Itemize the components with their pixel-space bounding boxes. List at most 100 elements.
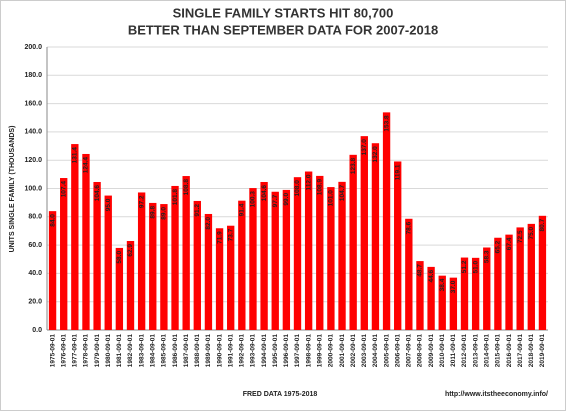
x-tick-label: 2007-09-01: [406, 334, 413, 368]
bar: [249, 188, 257, 330]
value-label: 99.0: [283, 193, 290, 206]
value-label: 104.6: [261, 185, 268, 202]
bar: [204, 213, 213, 330]
x-tick-label: 2006-09-01: [394, 334, 401, 368]
value-label: 89.8: [149, 206, 156, 219]
bar: [104, 195, 112, 330]
x-tick-label: 2019-09-01: [539, 334, 546, 368]
x-tick-label: 2018-09-01: [528, 334, 535, 368]
bar: [349, 154, 357, 330]
x-tick-label: 1996-09-01: [283, 334, 290, 368]
bar: [382, 112, 391, 330]
value-label: 78.6: [406, 221, 413, 234]
value-label: 137.0: [361, 139, 368, 156]
bar: [471, 257, 480, 330]
url-note: http://www.itstheeconomy.info/: [445, 391, 548, 398]
x-tick-label: 2003-09-01: [361, 334, 368, 368]
value-label: 80.7: [539, 218, 546, 231]
bar: [182, 176, 190, 330]
bar: [316, 175, 324, 330]
value-label: 48.7: [417, 264, 424, 277]
x-tick-label: 1994-09-01: [261, 334, 268, 368]
x-tick-label: 2000-09-01: [328, 334, 335, 368]
value-label: 95.0: [105, 198, 112, 211]
x-tick-label: 2012-09-01: [461, 334, 468, 368]
x-tick-label: 1993-09-01: [250, 334, 257, 368]
value-label: 89.0: [161, 207, 168, 220]
bar: [394, 161, 402, 330]
x-tick-label: 1991-09-01: [227, 334, 234, 368]
x-tick-label: 2016-09-01: [506, 334, 513, 368]
y-tick-label: 40.0: [28, 270, 42, 277]
x-tick-label: 1987-09-01: [183, 334, 190, 368]
bar: [516, 227, 524, 330]
x-tick-label: 1984-09-01: [149, 334, 156, 368]
value-label: 153.8: [383, 115, 390, 132]
value-label: 124.4: [83, 157, 90, 174]
y-tick-label: 0.0: [32, 327, 42, 334]
x-tick-label: 1986-09-01: [172, 334, 179, 368]
x-tick-label: 2015-09-01: [495, 334, 502, 368]
bar: [427, 266, 435, 330]
value-label: 132.0: [372, 146, 379, 163]
x-tick-label: 2009-09-01: [428, 334, 435, 368]
value-label: 58.3: [483, 250, 490, 263]
bar: [438, 275, 446, 330]
value-label: 44.6: [428, 270, 435, 283]
bar: [60, 178, 68, 330]
bar: [416, 261, 424, 330]
bar: [483, 247, 491, 330]
x-tick-label: 2008-09-01: [417, 334, 424, 368]
value-label: 91.2: [194, 204, 201, 217]
value-label: 65.2: [495, 240, 502, 253]
value-label: 101.8: [172, 189, 179, 206]
bar: [193, 200, 201, 330]
chart-subtitle: BETTER THAN SEPTEMBER DATA FOR 2007-2018: [128, 22, 438, 37]
bar: [93, 181, 101, 330]
x-tick-label: 1983-09-01: [138, 334, 145, 368]
x-tick-label: 2017-09-01: [517, 334, 524, 368]
source-note: FRED DATA 1975-2018: [243, 391, 318, 398]
value-label: 97.7: [272, 194, 279, 207]
bar: [360, 136, 368, 330]
bar: [538, 215, 547, 330]
bar: [149, 202, 157, 330]
bar: [282, 189, 291, 330]
bar: [527, 223, 535, 330]
y-tick-label: 140.0: [24, 129, 42, 136]
bar: [171, 185, 179, 330]
value-label: 108.9: [316, 179, 323, 196]
y-axis-label: UNITS SINGLE FAMILY (THOUSANDS): [9, 126, 16, 253]
x-tick-label: 2014-09-01: [483, 334, 490, 368]
y-tick-label: 120.0: [24, 157, 42, 164]
x-tick-label: 1978-09-01: [83, 334, 90, 368]
x-tick-label: 1997-09-01: [294, 334, 301, 368]
x-tick-label: 1981-09-01: [116, 334, 123, 368]
value-label: 58.0: [116, 251, 123, 264]
x-tick-label: 1985-09-01: [161, 334, 168, 368]
bar: [460, 257, 469, 330]
bar: [260, 181, 268, 330]
y-tick-label: 100.0: [24, 185, 42, 192]
value-label: 75.0: [528, 226, 535, 239]
bar: [126, 240, 135, 330]
value-label: 100.3: [250, 191, 257, 208]
x-tick-label: 1980-09-01: [105, 334, 112, 368]
bar: [115, 247, 124, 330]
value-label: 123.8: [350, 157, 357, 174]
value-label: 108.8: [183, 179, 190, 196]
x-tick-label: 1979-09-01: [94, 334, 101, 368]
x-tick-label: 1982-09-01: [127, 334, 134, 368]
value-label: 104.7: [339, 184, 346, 201]
bar: [494, 237, 502, 330]
bar: [82, 153, 90, 330]
x-tick-label: 2005-09-01: [383, 334, 390, 368]
bar: [271, 191, 279, 330]
bar: [505, 234, 513, 330]
bar: [293, 177, 302, 330]
bar: [327, 187, 335, 330]
value-label: 51.2: [461, 260, 468, 273]
x-tick-label: 1975-09-01: [49, 334, 56, 368]
bar: [227, 225, 235, 330]
x-tick-label: 1977-09-01: [72, 334, 79, 368]
